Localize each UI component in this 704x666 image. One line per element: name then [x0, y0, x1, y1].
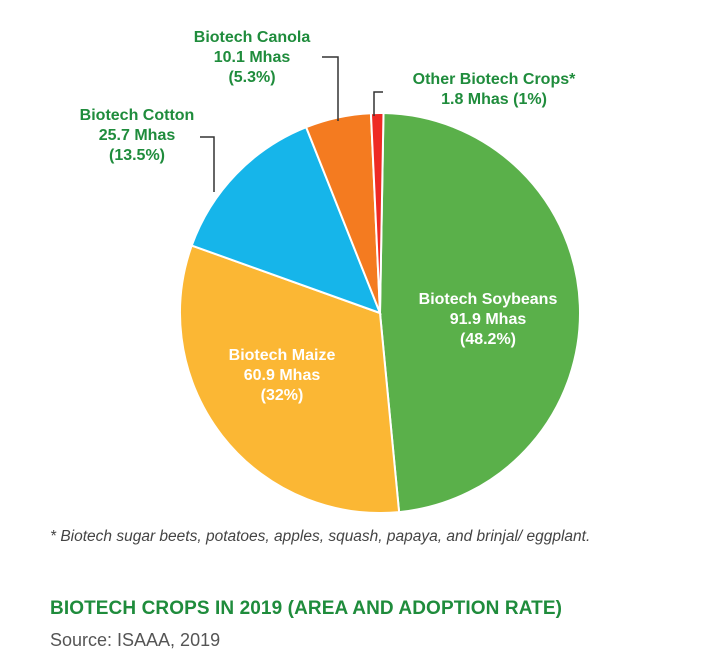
pie-slice-biotech-soybeans — [378, 112, 581, 514]
pie-slice-biotech-maize — [178, 244, 401, 514]
pie-chart: Biotech Soybeans 91.9 Mhas (48.2%) Biotech … — [80, 29, 581, 514]
slice-label-name-biotech-maize: Biotech Maize — [229, 347, 336, 364]
slice-label-percent-biotech-maize: (32%) — [261, 387, 304, 404]
slice-label-percent-biotech-soybeans: (48.2%) — [460, 331, 516, 348]
leader-line-biotech-canola — [322, 56, 339, 121]
chart-footnote: * Biotech sugar beets, potatoes, apples,… — [50, 528, 591, 545]
pie-slice-biotech-cotton — [190, 125, 382, 315]
leader-line-other-biotech-crops — [373, 91, 383, 116]
pie-chart-svg: Biotech Soybeans 91.9 Mhas (48.2%) Biotech … — [80, 29, 581, 514]
slice-label-value-biotech-cotton: 25.7 Mhas — [99, 127, 176, 144]
slice-label-value-biotech-canola: 10.1 Mhas — [214, 49, 291, 66]
leader-line-biotech-cotton — [200, 136, 215, 192]
slice-label-name-biotech-soybeans: Biotech Soybeans — [419, 291, 558, 308]
slice-label-name-biotech-cotton: Biotech Cotton — [80, 107, 195, 124]
pie-slice-other-biotech-crops — [369, 112, 385, 314]
slice-label-percent-biotech-cotton: (13.5%) — [109, 147, 165, 164]
chart-title: BIOTECH CROPS IN 2019 (AREA AND ADOPTION… — [50, 598, 563, 619]
slice-label-percent-biotech-canola: (5.3%) — [228, 69, 275, 86]
slice-label-name-biotech-canola: Biotech Canola — [194, 29, 311, 46]
slice-label-value-biotech-maize: 60.9 Mhas — [244, 367, 321, 384]
slice-label-value-biotech-soybeans: 91.9 Mhas — [450, 311, 527, 328]
slice-label-value-other-biotech-crops: 1.8 Mhas (1%) — [441, 91, 547, 108]
chart-source: Source: ISAAA, 2019 — [50, 630, 221, 650]
slice-label-name-other-biotech-crops: Other Biotech Crops* — [413, 71, 576, 88]
